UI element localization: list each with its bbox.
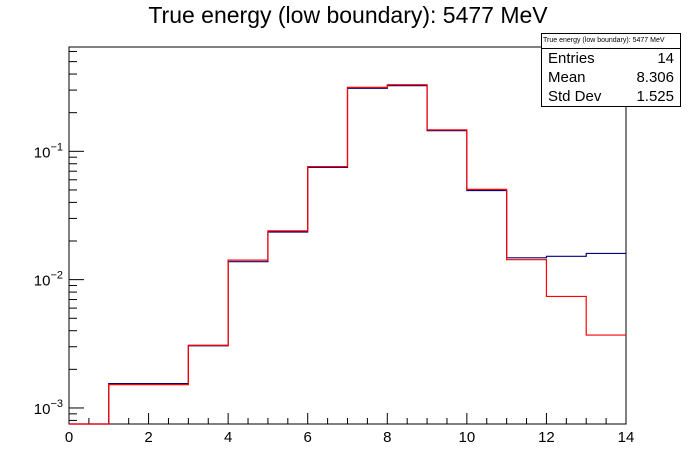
x-tick-label: 6 — [304, 429, 312, 446]
stats-entries-label: Entries — [548, 50, 595, 67]
stats-row-entries: Entries 14 — [542, 49, 680, 68]
stats-entries-value: 14 — [657, 50, 674, 67]
y-tick-label: 10−2 — [34, 270, 63, 290]
stats-mean-value: 8.306 — [636, 69, 674, 86]
chart-title: True energy (low boundary): 5477 MeV — [148, 2, 548, 28]
x-tick-label: 8 — [383, 429, 391, 446]
stats-std-value: 1.525 — [636, 88, 674, 105]
stats-row-std: Std Dev 1.525 — [542, 87, 680, 106]
stats-row-mean: Mean 8.306 — [542, 68, 680, 87]
x-tick-label: 0 — [65, 429, 73, 446]
stats-std-label: Std Dev — [548, 88, 602, 105]
y-tick-label: 10−1 — [34, 141, 63, 161]
y-tick-label: 10−3 — [34, 398, 63, 418]
x-tick-label: 14 — [618, 429, 635, 446]
stats-box: True energy (low boundary): 5477 MeV Ent… — [541, 33, 681, 107]
stats-title: True energy (low boundary): 5477 MeV — [542, 34, 680, 49]
x-tick-label: 10 — [459, 429, 476, 446]
stats-mean-label: Mean — [548, 69, 586, 86]
x-tick-label: 12 — [538, 429, 555, 446]
x-tick-label: 2 — [144, 429, 152, 446]
histogram-series-2 — [69, 84, 626, 425]
x-tick-label: 4 — [224, 429, 232, 446]
